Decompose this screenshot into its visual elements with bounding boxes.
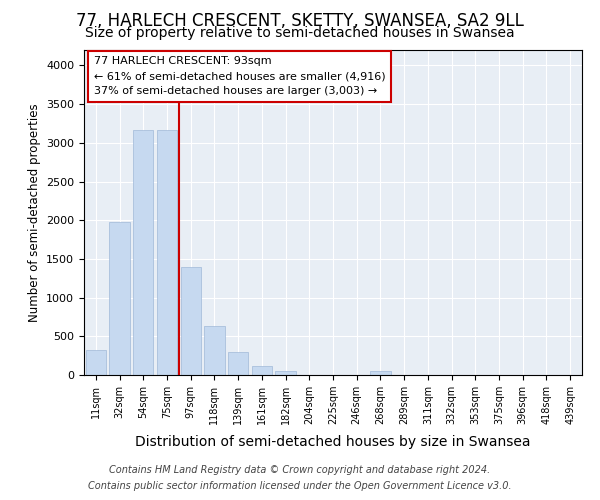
Text: Contains public sector information licensed under the Open Government Licence v3: Contains public sector information licen… [88, 481, 512, 491]
Text: 77, HARLECH CRESCENT, SKETTY, SWANSEA, SA2 9LL: 77, HARLECH CRESCENT, SKETTY, SWANSEA, S… [76, 12, 524, 30]
Text: Contains HM Land Registry data © Crown copyright and database right 2024.: Contains HM Land Registry data © Crown c… [109, 465, 491, 475]
Bar [86, 350, 106, 375]
Bar [228, 352, 248, 375]
Bar [252, 366, 272, 375]
Bar [370, 371, 391, 375]
Bar [109, 222, 130, 375]
Bar [181, 268, 201, 375]
X-axis label: Distribution of semi-detached houses by size in Swansea: Distribution of semi-detached houses by … [135, 436, 531, 450]
Bar [133, 130, 154, 375]
Bar [205, 326, 224, 375]
Text: 77 HARLECH CRESCENT: 93sqm
← 61% of semi-detached houses are smaller (4,916)
37%: 77 HARLECH CRESCENT: 93sqm ← 61% of semi… [94, 56, 386, 96]
Text: Size of property relative to semi-detached houses in Swansea: Size of property relative to semi-detach… [85, 26, 515, 40]
Y-axis label: Number of semi-detached properties: Number of semi-detached properties [28, 103, 41, 322]
Bar [275, 371, 296, 375]
Bar [157, 130, 177, 375]
